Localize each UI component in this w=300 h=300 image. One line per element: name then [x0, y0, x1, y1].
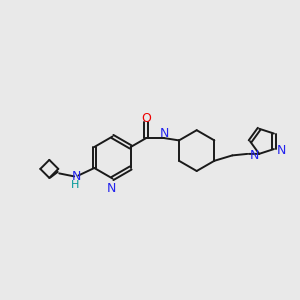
Text: H: H — [71, 180, 80, 190]
Text: N: N — [72, 170, 81, 183]
Text: N: N — [107, 182, 117, 194]
Text: N: N — [160, 127, 169, 140]
Text: N: N — [277, 144, 286, 157]
Text: O: O — [141, 112, 151, 125]
Text: N: N — [250, 149, 259, 162]
